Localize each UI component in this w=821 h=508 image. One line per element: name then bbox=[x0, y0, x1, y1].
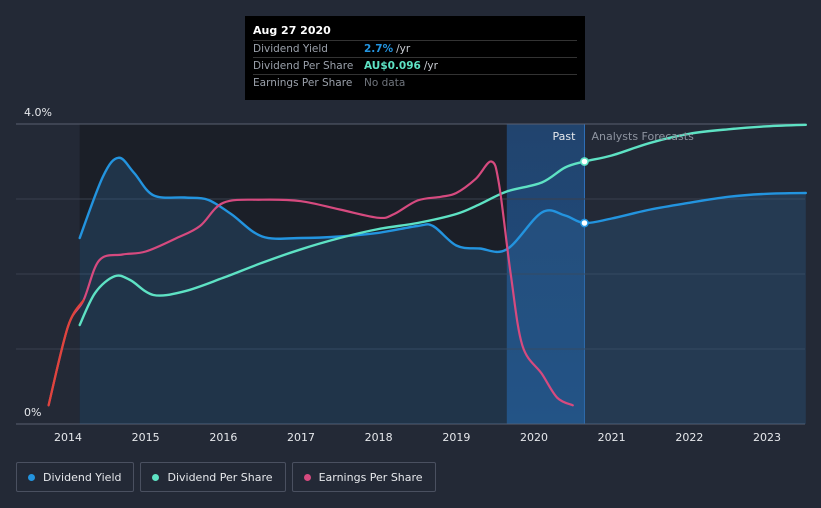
legend-dividend-yield[interactable]: Dividend Yield bbox=[16, 462, 135, 492]
past-label: Past bbox=[553, 130, 577, 143]
dividend-yield-line bbox=[78, 156, 807, 254]
x-tick-label: 2014 bbox=[54, 431, 82, 444]
tooltip-value: 2.7% bbox=[364, 43, 394, 55]
tooltip-value: AU$0.096 bbox=[364, 60, 421, 72]
x-tick-label: 2017 bbox=[287, 431, 315, 444]
tooltip-label: Dividend Per Share bbox=[253, 60, 354, 72]
x-tick-label: 2023 bbox=[753, 431, 781, 444]
x-tick-label: 2020 bbox=[520, 431, 548, 444]
legend-dot-icon bbox=[152, 473, 160, 481]
y-tick-label: 4.0% bbox=[24, 106, 52, 119]
dividend-per-share-marker bbox=[580, 157, 589, 166]
legend-dot-icon bbox=[303, 473, 311, 481]
earnings-per-share-line-lead bbox=[47, 299, 85, 407]
tooltip-label: Earnings Per Share bbox=[253, 77, 353, 89]
earnings-per-share-line bbox=[47, 160, 574, 407]
tooltip-row-earnings-per-share: Earnings Per Share No data bbox=[253, 74, 577, 91]
x-tick-label: 2015 bbox=[132, 431, 160, 444]
x-tick-label: 2022 bbox=[675, 431, 703, 444]
y-tick-label: 0% bbox=[24, 406, 41, 419]
legend-earnings-per-share[interactable]: Earnings Per Share bbox=[291, 462, 436, 492]
tooltip-label: Dividend Yield bbox=[253, 43, 328, 55]
dividend-per-share-line bbox=[78, 123, 807, 327]
legend-dot-icon bbox=[28, 473, 35, 481]
legend-label: Dividend Yield bbox=[43, 470, 122, 484]
tooltip-row-dividend-per-share: Dividend Per Share AU$0.096 /yr bbox=[253, 57, 577, 74]
legend-dividend-per-share[interactable]: Dividend Per Share bbox=[140, 462, 286, 492]
x-tick-label: 2018 bbox=[365, 431, 393, 444]
tooltip-date: Aug 27 2020 bbox=[253, 24, 331, 37]
dividend-yield-marker bbox=[580, 218, 589, 228]
tooltip-row-dividend-yield: Dividend Yield 2.7% /yr bbox=[253, 40, 577, 57]
tooltip-unit: /yr bbox=[423, 60, 438, 72]
dividend-yield-area bbox=[79, 157, 806, 424]
legend-label: Dividend Per Share bbox=[167, 470, 273, 484]
x-tick-label: 2021 bbox=[598, 431, 626, 444]
legend: Dividend Yield Dividend Per Share Earnin… bbox=[16, 462, 436, 492]
tooltip-no-data: No data bbox=[364, 77, 406, 89]
legend-label: Earnings Per Share bbox=[318, 470, 423, 484]
forecast-label: Analysts Forecasts bbox=[591, 130, 694, 143]
tooltip: Aug 27 2020 Dividend Yield 2.7% /yr Divi… bbox=[245, 16, 585, 100]
x-tick-label: 2016 bbox=[209, 431, 237, 444]
x-tick-label: 2019 bbox=[442, 431, 470, 444]
tooltip-unit: /yr bbox=[396, 43, 411, 55]
